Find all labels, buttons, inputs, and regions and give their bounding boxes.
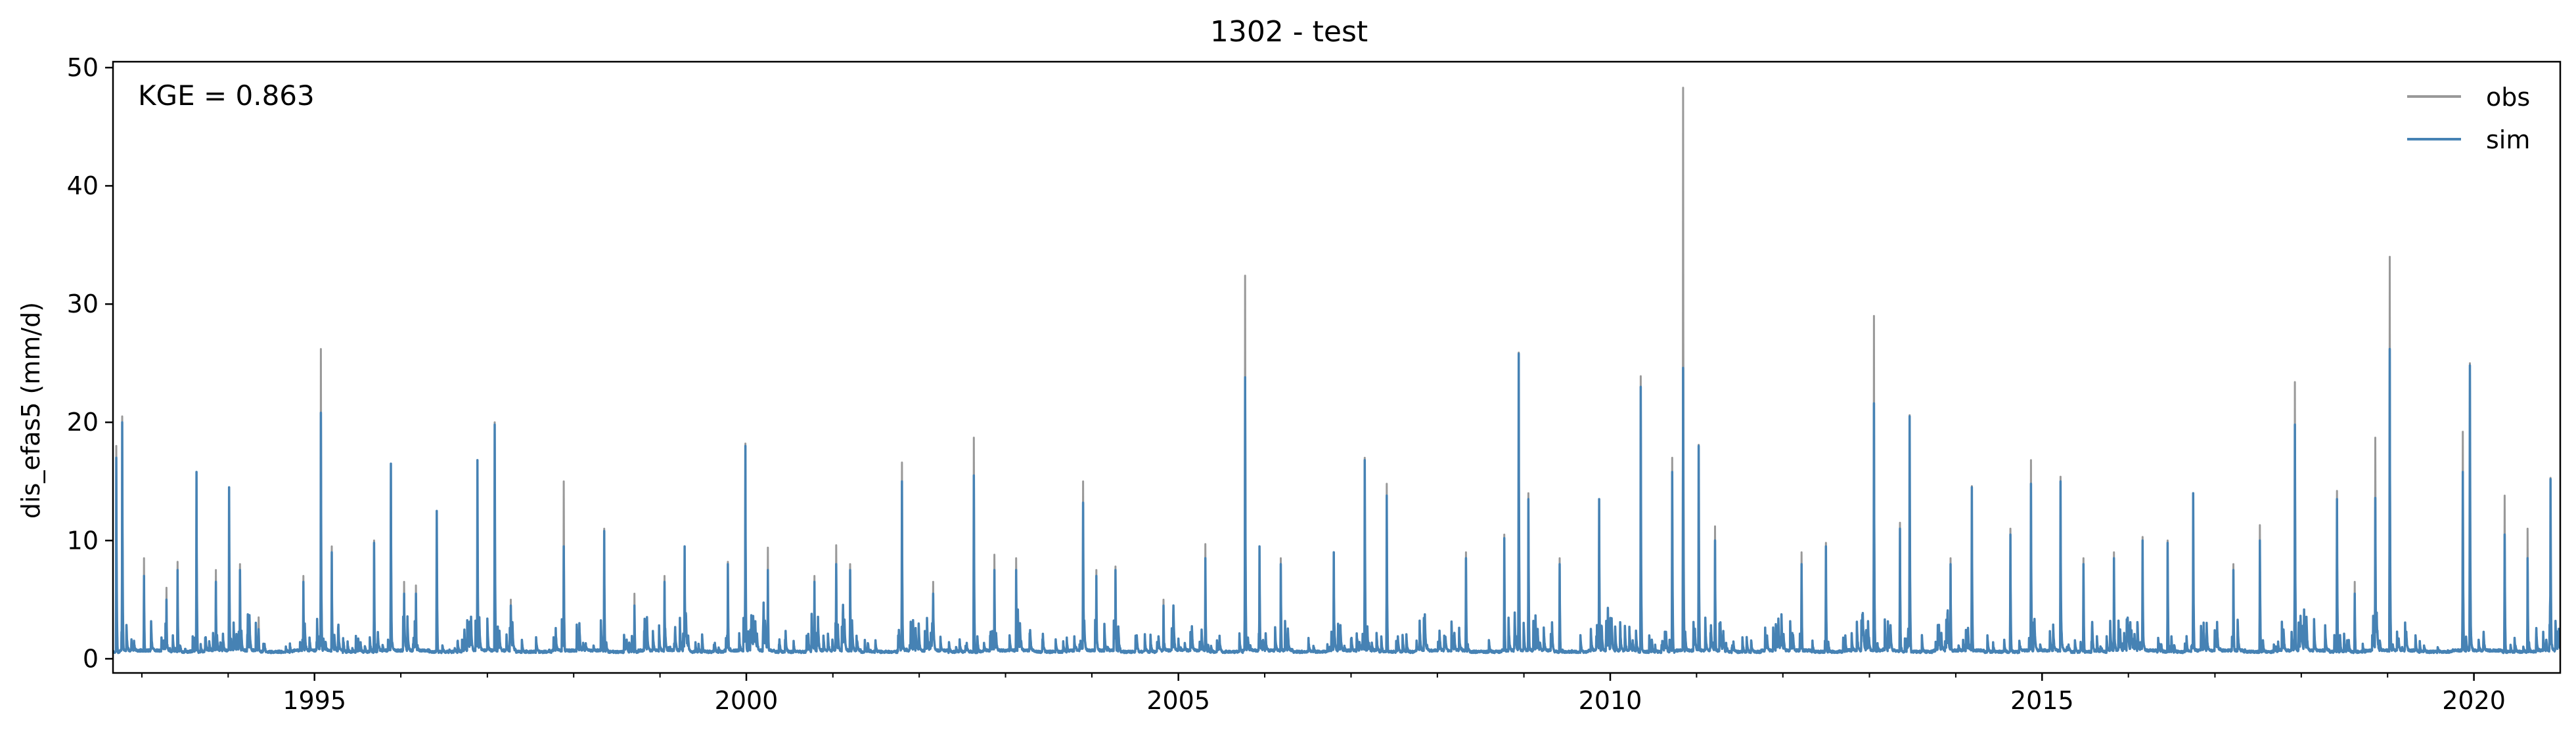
y-tick-label: 30 (67, 290, 99, 318)
x-tick-label: 2010 (1579, 686, 1642, 715)
y-axis-label: dis_efas5 (mm/d) (16, 302, 45, 519)
y-tick-label: 10 (67, 526, 99, 555)
legend-obs-label: obs (2486, 83, 2530, 112)
x-tick-label: 2015 (2010, 686, 2074, 715)
series-sim-line (113, 347, 2560, 655)
legend-sim-label: sim (2486, 125, 2530, 154)
plot-area (113, 87, 2560, 655)
x-tick-label: 2020 (2442, 686, 2506, 715)
x-tick-label: 2005 (1146, 686, 1210, 715)
y-axis: 0 10 20 30 40 50 (67, 53, 113, 673)
y-tick-label: 20 (67, 408, 99, 437)
x-tick-label: 2000 (715, 686, 779, 715)
plot-frame (112, 60, 2562, 674)
y-tick-label: 50 (67, 53, 99, 82)
x-axis: 1995 2000 2005 2010 2015 2020 (141, 673, 2506, 715)
series-layer (113, 87, 2560, 655)
chart-title: 1302 - test (1210, 15, 1368, 49)
y-tick-label: 0 (83, 644, 99, 673)
x-tick-label: 1995 (282, 686, 346, 715)
y-tick-label: 40 (67, 171, 99, 200)
legend: obs sim (2407, 83, 2530, 154)
kge-annotation: KGE = 0.863 (138, 79, 315, 112)
